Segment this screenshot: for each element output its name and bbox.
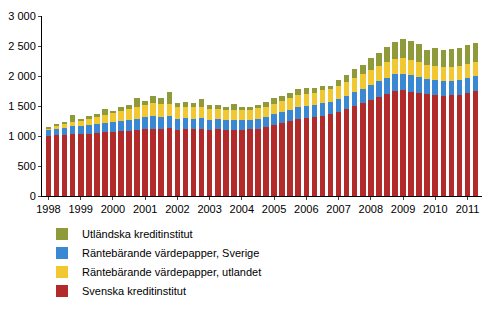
svg-text:2010: 2010 [423,203,447,215]
svg-text:2001: 2001 [133,203,157,215]
svg-text:2008: 2008 [359,203,383,215]
svg-text:1 000: 1 000 [8,130,36,142]
svg-text:3 000: 3 000 [8,10,36,22]
svg-text:2009: 2009 [391,203,415,215]
svg-text:2 000: 2 000 [8,70,36,82]
svg-text:2000: 2000 [101,203,125,215]
svg-text:2005: 2005 [262,203,286,215]
svg-text:Räntebärande värdepapper, utla: Räntebärande värdepapper, utlandet [82,266,261,278]
svg-text:2006: 2006 [294,203,318,215]
svg-text:2004: 2004 [230,203,254,215]
svg-text:2011: 2011 [456,203,480,215]
svg-text:Svenska kreditinstitut: Svenska kreditinstitut [82,285,186,297]
svg-text:Utländska kreditinstitut: Utländska kreditinstitut [82,228,193,240]
svg-text:2003: 2003 [197,203,221,215]
svg-text:0: 0 [30,190,36,202]
svg-text:1998: 1998 [36,203,60,215]
svg-text:500: 500 [17,160,35,172]
svg-text:2007: 2007 [326,203,350,215]
svg-text:Räntebärande värdepapper, Sver: Räntebärande värdepapper, Sverige [82,247,259,259]
svg-text:2002: 2002 [165,203,189,215]
svg-text:1 500: 1 500 [8,100,36,112]
svg-text:2 500: 2 500 [8,40,36,52]
svg-text:1999: 1999 [68,203,92,215]
